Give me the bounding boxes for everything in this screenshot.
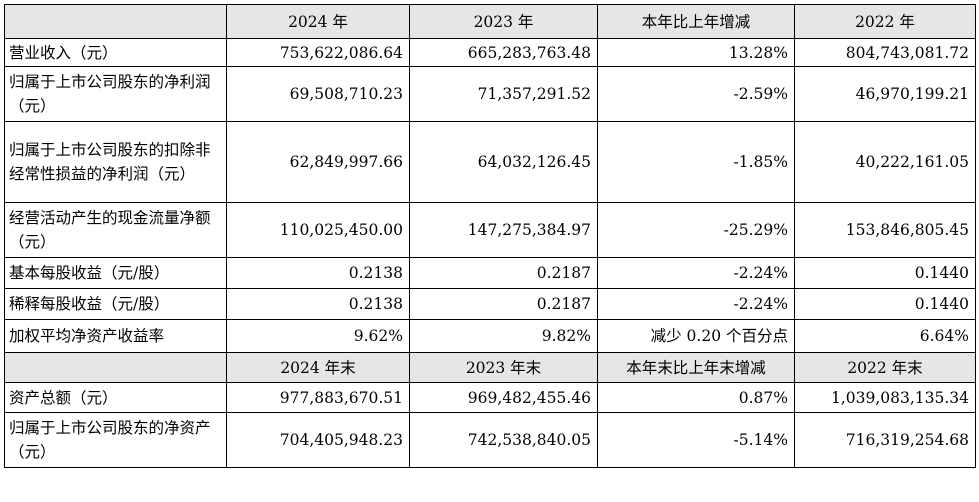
header-2024-end: 2024 年末	[226, 352, 410, 383]
value-2024: 977,883,670.51	[226, 382, 410, 413]
value-2023: 147,275,384.97	[409, 202, 598, 258]
header-change: 本年比上年增减	[597, 4, 795, 39]
row-label: 基本每股收益（元/股）	[4, 257, 227, 289]
financial-summary-table: 2024 年 2023 年 本年比上年增减 2022 年 营业收入（元） 753…	[4, 4, 976, 468]
value-2023: 9.82%	[409, 319, 598, 353]
header-blank-cell	[4, 352, 227, 383]
table-row: 归属于上市公司股东的净资产（元） 704,405,948.23 742,538,…	[4, 412, 976, 468]
value-2022: 153,846,805.45	[794, 202, 976, 258]
value-2024: 753,622,086.64	[226, 38, 410, 67]
table-row: 加权平均净资产收益率 9.62% 9.82% 减少 0.20 个百分点 6.64…	[4, 319, 976, 353]
value-2022: 46,970,199.21	[794, 66, 976, 122]
table-row: 基本每股收益（元/股） 0.2138 0.2187 -2.24% 0.1440	[4, 257, 976, 289]
row-label: 加权平均净资产收益率	[4, 319, 227, 353]
value-2024: 110,025,450.00	[226, 202, 410, 258]
value-2022: 1,039,083,135.34	[794, 382, 976, 413]
row-label: 归属于上市公司股东的净资产（元）	[4, 412, 227, 468]
header-2024: 2024 年	[226, 4, 410, 39]
row-label: 经营活动产生的现金流量净额（元）	[4, 202, 227, 258]
table-row: 营业收入（元） 753,622,086.64 665,283,763.48 13…	[4, 38, 976, 67]
value-change: 0.87%	[597, 382, 795, 413]
value-2024: 0.2138	[226, 257, 410, 289]
row-label: 稀释每股收益（元/股）	[4, 288, 227, 320]
row-label: 营业收入（元）	[4, 38, 227, 67]
value-change: -25.29%	[597, 202, 795, 258]
value-2022: 0.1440	[794, 288, 976, 320]
value-change: -2.24%	[597, 257, 795, 289]
value-change: -1.85%	[597, 121, 795, 203]
table-row: 稀释每股收益（元/股） 0.2138 0.2187 -2.24% 0.1440	[4, 288, 976, 320]
header-2023-end: 2023 年末	[409, 352, 598, 383]
header-blank-cell	[4, 4, 227, 39]
value-2024: 9.62%	[226, 319, 410, 353]
row-label: 归属于上市公司股东的扣除非经常性损益的净利润（元）	[4, 121, 227, 203]
header-2022-end: 2022 年末	[794, 352, 976, 383]
value-2023: 0.2187	[409, 288, 598, 320]
value-2024: 62,849,997.66	[226, 121, 410, 203]
value-2023: 71,357,291.52	[409, 66, 598, 122]
value-2022: 804,743,081.72	[794, 38, 976, 67]
header-row-year: 2024 年 2023 年 本年比上年增减 2022 年	[4, 4, 976, 39]
header-2023: 2023 年	[409, 4, 598, 39]
value-change: 减少 0.20 个百分点	[597, 319, 795, 353]
value-change: -2.24%	[597, 288, 795, 320]
value-2022: 0.1440	[794, 257, 976, 289]
value-2022: 40,222,161.05	[794, 121, 976, 203]
header-row-yearend: 2024 年末 2023 年末 本年末比上年末增减 2022 年末	[4, 352, 976, 383]
row-label: 资产总额（元）	[4, 382, 227, 413]
value-2022: 6.64%	[794, 319, 976, 353]
value-2022: 716,319,254.68	[794, 412, 976, 468]
header-change-end: 本年末比上年末增减	[597, 352, 795, 383]
value-2024: 704,405,948.23	[226, 412, 410, 468]
table-row: 资产总额（元） 977,883,670.51 969,482,455.46 0.…	[4, 382, 976, 413]
table-row: 经营活动产生的现金流量净额（元） 110,025,450.00 147,275,…	[4, 202, 976, 258]
value-2023: 0.2187	[409, 257, 598, 289]
value-2023: 64,032,126.45	[409, 121, 598, 203]
value-change: -2.59%	[597, 66, 795, 122]
value-2024: 69,508,710.23	[226, 66, 410, 122]
value-change: -5.14%	[597, 412, 795, 468]
value-2023: 665,283,763.48	[409, 38, 598, 67]
value-2024: 0.2138	[226, 288, 410, 320]
value-2023: 969,482,455.46	[409, 382, 598, 413]
header-2022: 2022 年	[794, 4, 976, 39]
table-row: 归属于上市公司股东的净利润（元） 69,508,710.23 71,357,29…	[4, 66, 976, 122]
row-label: 归属于上市公司股东的净利润（元）	[4, 66, 227, 122]
value-change: 13.28%	[597, 38, 795, 67]
table-row: 归属于上市公司股东的扣除非经常性损益的净利润（元） 62,849,997.66 …	[4, 121, 976, 203]
value-2023: 742,538,840.05	[409, 412, 598, 468]
